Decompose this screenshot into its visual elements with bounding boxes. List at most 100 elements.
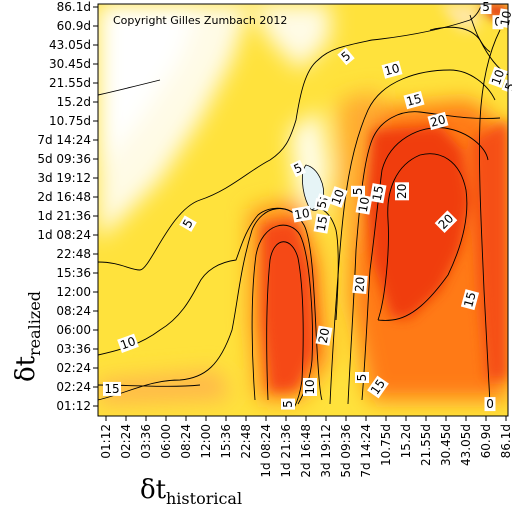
contour-label-bg	[492, 15, 504, 30]
x-tick-label: 1d 08:24	[259, 424, 273, 478]
contour-label-text: 15	[314, 215, 330, 232]
y-tick-label: 02:24	[56, 361, 91, 375]
y-tick-label: 1d 21:36	[37, 209, 91, 223]
contour-label-text: 15	[370, 184, 386, 201]
contour-label: 5	[281, 398, 295, 410]
contour-label-text: 10	[489, 68, 507, 87]
contour-label: 20	[352, 274, 368, 294]
contour-label-bg	[315, 325, 333, 346]
y-tick-label: 08:24	[56, 304, 91, 318]
y-tick-label: 43.05d	[49, 38, 91, 52]
contour-label-bg	[367, 375, 389, 399]
contour-label-text: 10	[356, 196, 372, 213]
plot-frame	[97, 3, 509, 417]
x-axis-title: δt historical	[140, 475, 242, 508]
contour-label-text: 15	[104, 382, 119, 396]
contour-label: 0	[492, 15, 504, 30]
contour-label-text: 20	[429, 112, 447, 129]
x-tick-label: 06:00	[159, 424, 173, 459]
contour-label-bg	[314, 197, 330, 212]
x-tick-label: 21.55d	[419, 424, 433, 466]
contour-label: 15	[103, 381, 121, 396]
contour-label-bg	[403, 91, 425, 110]
contour-label-bg	[484, 397, 496, 412]
contour-label-text: 0	[494, 15, 502, 29]
contour-label: 10	[355, 194, 373, 215]
contour-label-text: 5	[482, 0, 490, 14]
contour-label-text: 10	[383, 61, 401, 78]
x-tick-label: 7d 14:24	[359, 424, 373, 478]
contour-labels: 5010105510152055101520201055102015520151…	[103, 0, 512, 412]
x-axis-ticks: 01:12 02:24 03:36 06:00 08:24 12:00 15:36 22:48…	[99, 416, 512, 478]
contour-label-bg	[328, 186, 348, 208]
contour-label-bg	[337, 47, 355, 66]
contour-label-bg	[497, 8, 512, 29]
contour-label: 15	[460, 289, 480, 311]
contour-label-text: 10	[303, 379, 317, 394]
contour-label: 10	[291, 205, 313, 223]
x-tick-label: 02:24	[119, 424, 133, 459]
contour-label-text: 15	[405, 91, 423, 108]
contour-label: 5	[480, 0, 492, 14]
x-tick-label: 86.1d	[499, 424, 512, 458]
y-tick-label: 03:36	[56, 342, 91, 356]
contour-label-text: 10	[293, 206, 310, 222]
contour-label: 10	[497, 8, 512, 29]
contour-label-bg	[395, 182, 409, 201]
contour-label-text: 5	[355, 374, 369, 382]
contour-label: 20	[427, 111, 449, 131]
x-tick-label: 2d 16:48	[299, 424, 313, 478]
contour-label: 5	[337, 47, 355, 66]
contour-label: 0	[484, 397, 496, 412]
x-tick-label: 3d 19:12	[319, 424, 333, 478]
contour-label: 5	[355, 372, 369, 383]
y-tick-label: 22:48	[56, 247, 91, 261]
y-tick-label: 01:12	[56, 399, 91, 413]
x-tick-label: 03:36	[139, 424, 153, 459]
y-tick-label: 1d 08:24	[37, 228, 91, 242]
contour-label-bg	[352, 274, 368, 294]
contour-label-bg	[281, 398, 295, 410]
y-tick-label: 86.1d	[57, 0, 91, 14]
contour-label-bg	[351, 185, 365, 197]
y-axis-title: δt realized	[11, 291, 44, 382]
y-tick-label: 06:00	[56, 323, 91, 337]
x-tick-label: 22:48	[239, 424, 253, 459]
contour-label: 5	[179, 215, 197, 232]
contour-label-text: 10	[329, 187, 347, 206]
contour-label: 10	[381, 60, 403, 79]
contour-label: 10	[117, 333, 139, 353]
x-tick-label: 15:36	[219, 424, 233, 459]
contour-label: 15	[403, 91, 425, 110]
y-axis-title-sub: realized	[25, 291, 44, 356]
y-tick-label: 3d 19:12	[37, 171, 91, 185]
contour-label-bg	[460, 289, 480, 311]
x-tick-label: 10.75d	[379, 424, 393, 466]
x-tick-label: 08:24	[179, 424, 193, 459]
contour-label: 15	[369, 183, 387, 204]
contour-label-text: 0	[486, 397, 494, 411]
contour-label: 10	[328, 186, 348, 208]
contour-label: 10	[303, 378, 317, 396]
contour-label-text: 5	[502, 81, 512, 93]
contour-label-text: 5	[351, 187, 365, 195]
y-tick-label: 30.45d	[49, 57, 91, 71]
x-tick-label: 15.2d	[399, 424, 413, 458]
contour-label: 10	[488, 66, 508, 89]
contour-label-text: 20	[395, 184, 409, 199]
contour-label-bg	[427, 111, 449, 131]
contour-label: 5	[351, 185, 365, 197]
contour-label-bg	[313, 213, 331, 234]
contour-label-bg	[369, 183, 387, 204]
x-tick-label: 01:12	[99, 424, 113, 459]
contour-label-bg	[501, 79, 512, 95]
contour-label-bg	[480, 0, 492, 14]
contour-label: 20	[315, 325, 333, 346]
y-axis-title-main: δt	[11, 355, 41, 382]
contour-label-bg	[303, 378, 317, 396]
contour-label-bg	[488, 66, 508, 89]
y-tick-label: 60.9d	[57, 19, 91, 33]
contour-label-bg	[355, 194, 373, 215]
contour-label-text: 20	[352, 276, 367, 292]
